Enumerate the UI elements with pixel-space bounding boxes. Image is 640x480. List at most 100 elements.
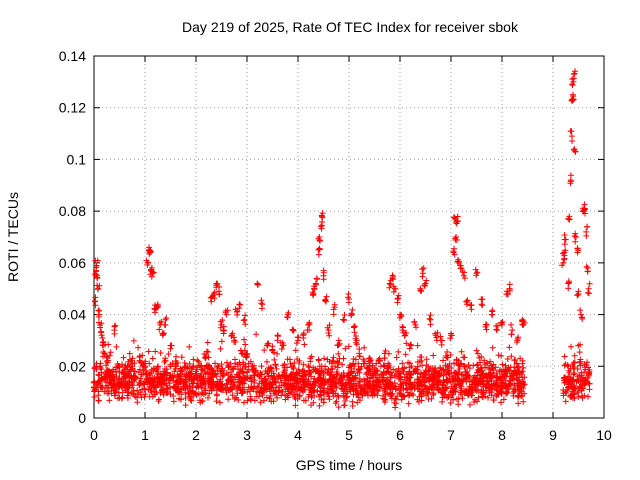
data-point — [482, 321, 489, 328]
data-point — [284, 314, 291, 321]
data-point — [425, 386, 432, 393]
data-point — [435, 386, 442, 393]
data-point — [231, 338, 238, 345]
data-point — [147, 376, 154, 383]
data-point — [472, 396, 479, 403]
y-tick-label: 0.14 — [59, 48, 86, 64]
data-point — [488, 389, 495, 396]
data-point — [500, 369, 507, 376]
data-point — [206, 390, 213, 397]
data-point — [371, 364, 378, 371]
data-point — [265, 373, 272, 380]
data-point — [357, 365, 364, 372]
data-point — [376, 384, 383, 391]
data-point — [491, 381, 498, 388]
data-point — [305, 376, 312, 383]
data-point — [318, 225, 325, 232]
data-point — [267, 364, 274, 371]
data-point — [506, 367, 513, 374]
data-point — [569, 138, 576, 145]
data-point — [581, 206, 588, 213]
data-point — [306, 371, 313, 378]
data-point — [258, 375, 265, 382]
data-point — [571, 352, 578, 359]
data-point — [258, 297, 265, 304]
data-point — [103, 362, 110, 369]
data-point — [91, 393, 98, 400]
data-point — [473, 379, 480, 386]
data-point — [230, 365, 237, 372]
data-point — [396, 314, 403, 321]
data-point — [98, 375, 105, 382]
data-point — [439, 394, 446, 401]
data-point — [583, 263, 590, 270]
data-point — [570, 75, 577, 82]
data-point — [231, 395, 238, 402]
data-point — [113, 343, 120, 350]
data-point — [394, 299, 401, 306]
data-point — [466, 390, 473, 397]
data-point — [156, 326, 163, 333]
data-point — [561, 353, 568, 360]
data-point — [134, 399, 141, 406]
data-point — [126, 356, 133, 363]
data-point — [274, 332, 281, 339]
data-point — [392, 386, 399, 393]
data-point — [386, 382, 393, 389]
data-point — [586, 380, 593, 387]
data-point — [348, 369, 355, 376]
data-point — [193, 370, 200, 377]
data-point — [474, 350, 481, 357]
data-point — [220, 330, 227, 337]
data-point — [345, 380, 352, 387]
data-point — [519, 378, 526, 385]
data-point — [466, 383, 473, 390]
data-point — [385, 382, 392, 389]
data-point — [95, 313, 102, 320]
data-point — [328, 360, 335, 367]
data-point — [350, 387, 357, 394]
data-point — [472, 266, 479, 273]
data-point — [146, 360, 153, 367]
data-point — [479, 374, 486, 381]
data-point — [308, 402, 315, 409]
data-point — [153, 305, 160, 312]
data-point — [353, 391, 360, 398]
data-point — [366, 358, 373, 365]
data-point — [586, 368, 593, 375]
data-point — [463, 301, 470, 308]
data-point — [135, 344, 142, 351]
x-tick-label: 0 — [90, 427, 98, 443]
data-point — [473, 347, 480, 354]
data-point — [195, 383, 202, 390]
data-point — [489, 385, 496, 392]
data-point — [236, 370, 243, 377]
data-point — [383, 377, 390, 384]
data-point — [283, 373, 290, 380]
data-point — [578, 387, 585, 394]
data-point — [281, 361, 288, 368]
data-point — [318, 368, 325, 375]
data-point — [190, 356, 197, 363]
data-point — [403, 376, 410, 383]
data-point — [148, 273, 155, 280]
data-point — [323, 293, 330, 300]
data-point — [156, 380, 163, 387]
data-point — [419, 386, 426, 393]
data-point — [249, 363, 256, 370]
data-point — [511, 357, 518, 364]
data-point — [272, 361, 279, 368]
data-point — [218, 361, 225, 368]
data-point — [290, 383, 297, 390]
data-point — [262, 384, 269, 391]
data-point — [198, 366, 205, 373]
data-point — [381, 399, 388, 406]
data-point — [581, 392, 588, 399]
data-point — [157, 350, 164, 357]
data-point — [346, 362, 353, 369]
data-point — [403, 382, 410, 389]
data-point — [401, 332, 408, 339]
data-point — [242, 341, 249, 348]
data-point — [274, 350, 281, 357]
data-point — [183, 382, 190, 389]
